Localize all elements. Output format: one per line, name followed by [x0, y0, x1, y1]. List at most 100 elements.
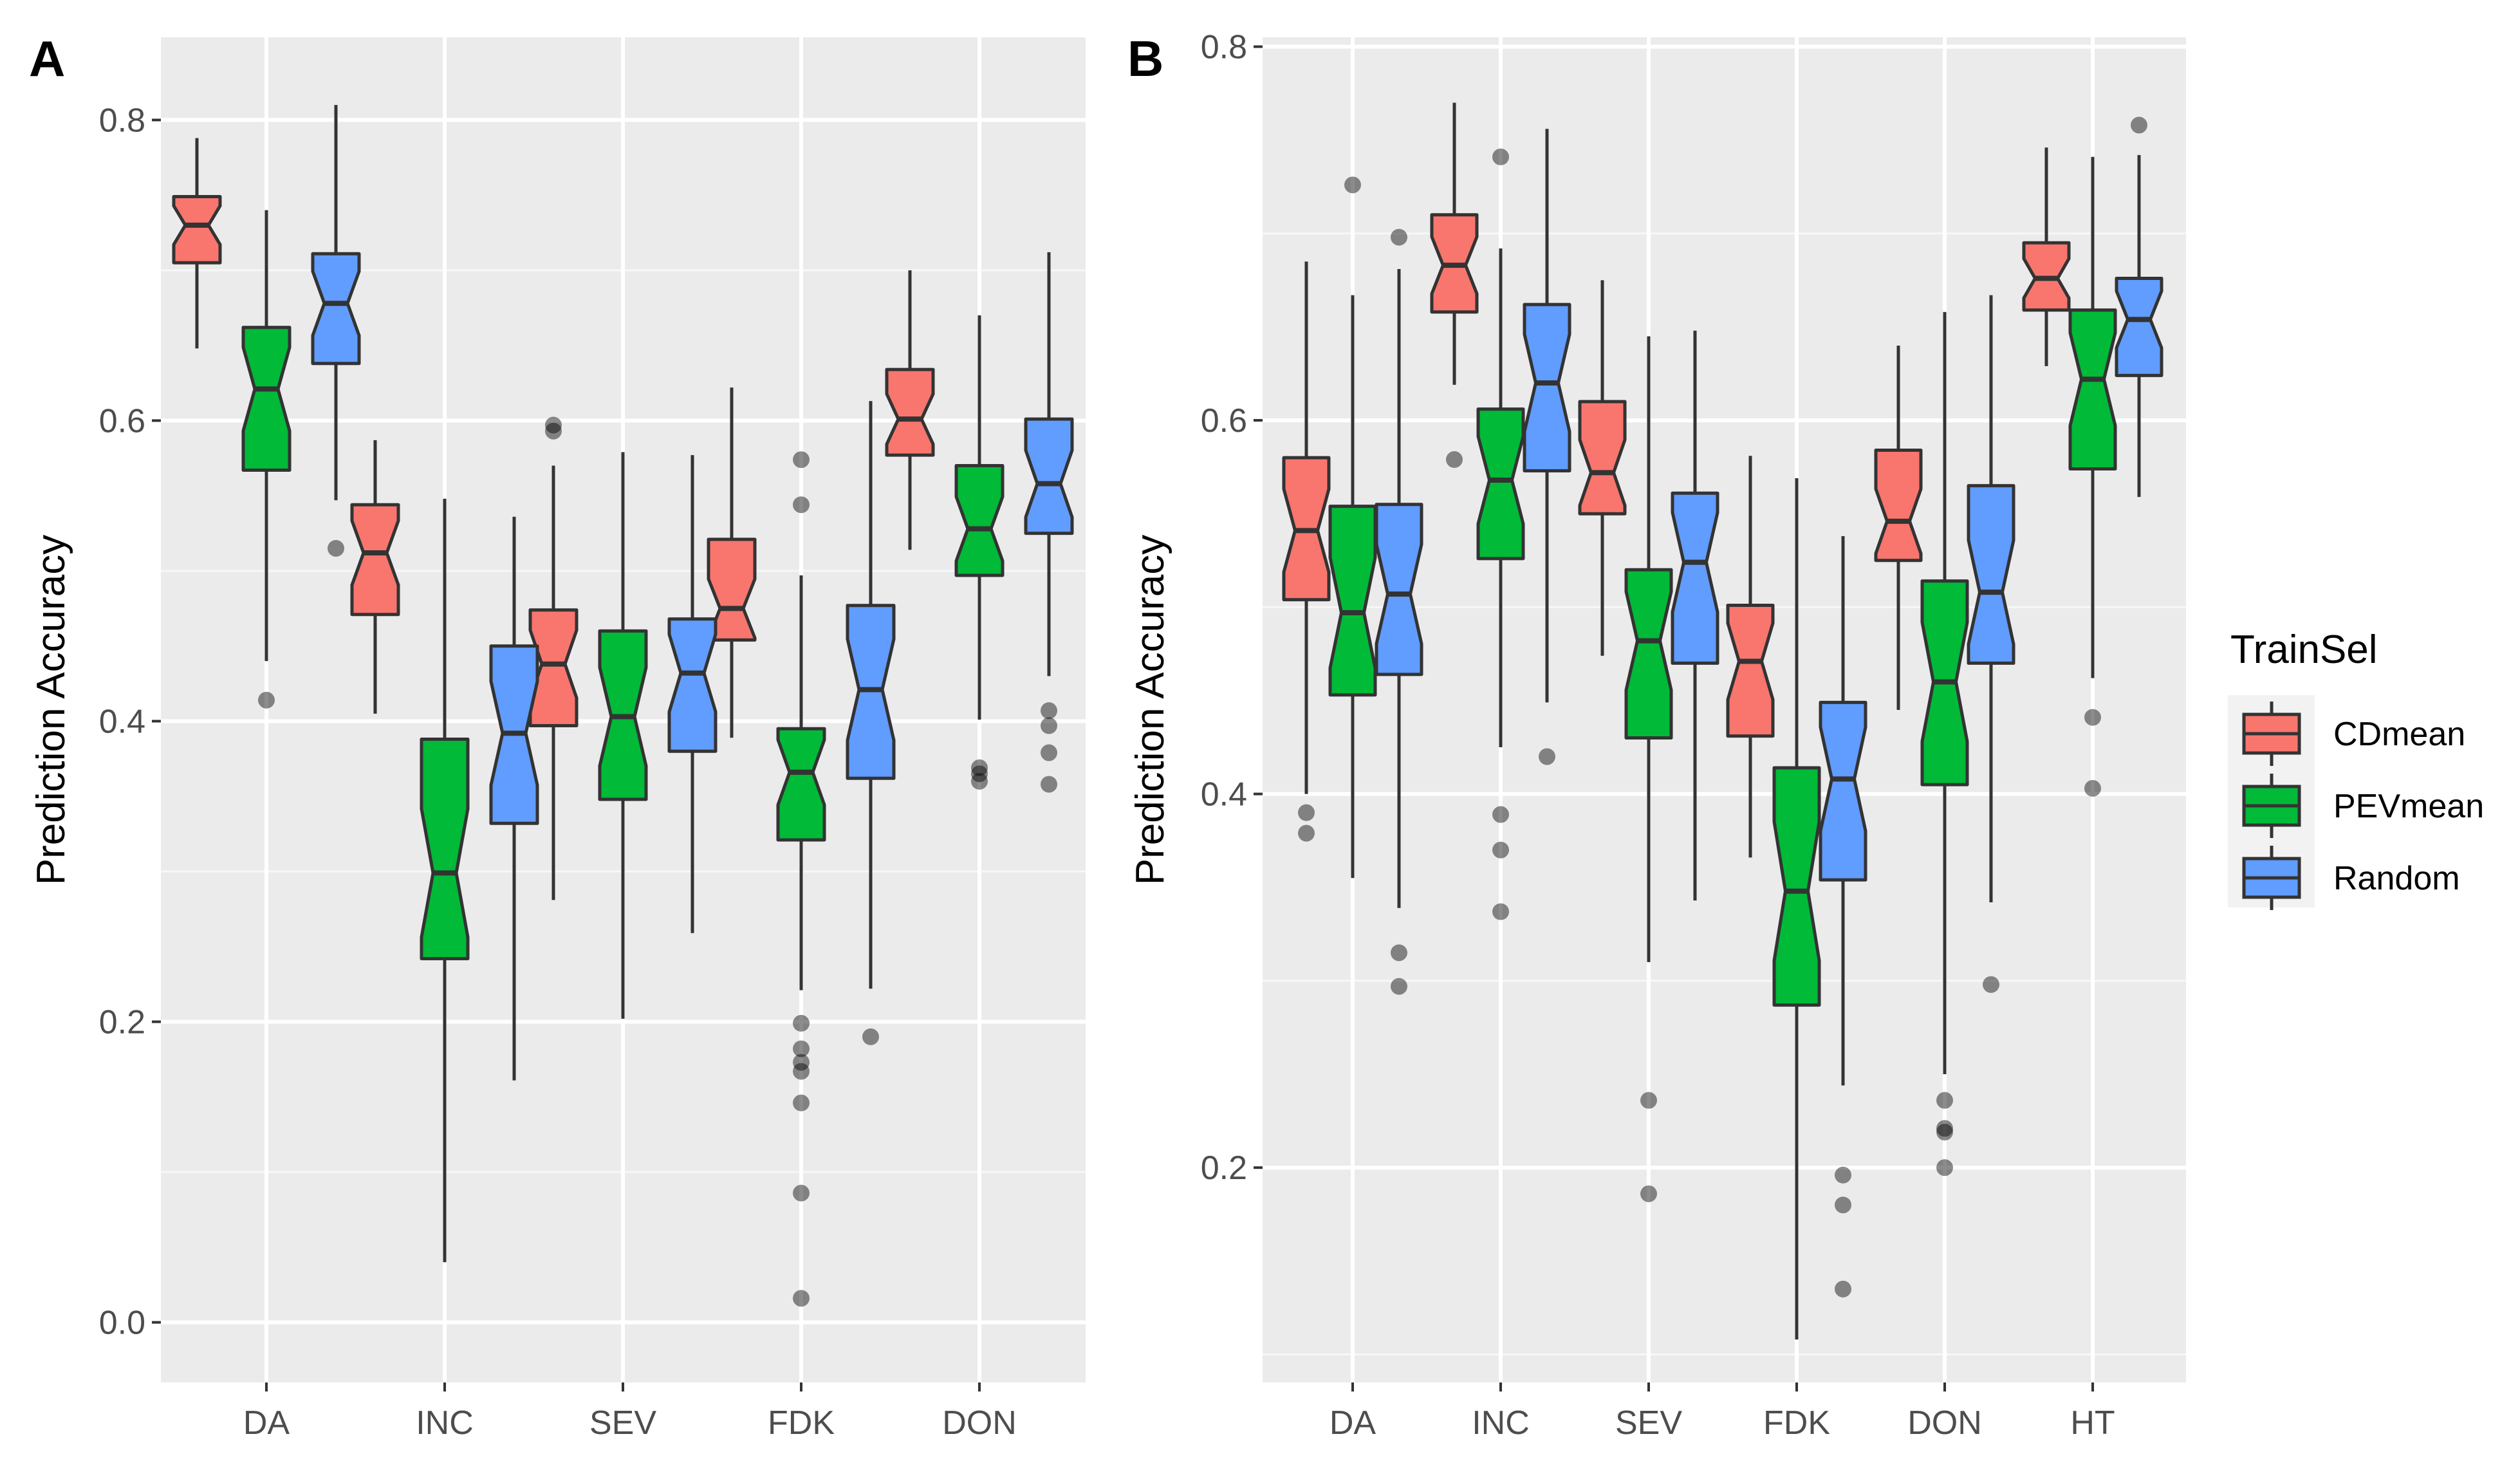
x-tick-label-da: DA: [1329, 1404, 1376, 1442]
x-tick-label-ht: HT: [2070, 1404, 2115, 1442]
outlier-point: [1041, 702, 1057, 720]
x-tick-label-inc: INC: [416, 1404, 474, 1442]
notched-box: [1726, 603, 1775, 738]
notched-box: [1523, 302, 1571, 472]
notched-box: [2068, 308, 2117, 471]
outlier-point: [545, 422, 562, 440]
x-axis-ticks-b: DA INC SEV FDK DON HT: [1329, 1382, 2115, 1442]
y-tick-label: 0.4: [1201, 776, 1247, 814]
notched-box: [2115, 276, 2163, 377]
box-random-don: [1024, 252, 1074, 793]
outlier-point: [793, 1014, 810, 1032]
x-tick-label-sev: SEV: [1615, 1404, 1682, 1442]
outlier-point: [1835, 1280, 1851, 1298]
y-tick-label: 0.4: [99, 703, 145, 741]
outlier-point: [793, 496, 810, 514]
notched-box: [1967, 484, 2015, 665]
box-random-inc: [489, 516, 539, 1081]
outlier-point: [2084, 709, 2101, 726]
outlier-point: [1298, 804, 1315, 821]
outlier-point: [1835, 1196, 1851, 1214]
outlier-point: [793, 1040, 810, 1057]
y-tick-label: 0.6: [99, 402, 145, 440]
y-tick-label: 0.8: [99, 102, 145, 139]
legend-item-random: Random: [2242, 846, 2460, 910]
notched-box: [707, 537, 757, 642]
y-tick-label: 0.2: [99, 1004, 145, 1041]
outlier-point: [1936, 1092, 1953, 1109]
x-tick-label-fdk: FDK: [1763, 1404, 1830, 1442]
y-axis-ticks-b: 0.2 0.4 0.6 0.8: [1201, 29, 1263, 1187]
box-cdmean-fdk: [707, 387, 757, 738]
box-pevmean-sev: [1624, 336, 1673, 1202]
outlier-point: [1391, 978, 1407, 995]
notched-box: [667, 617, 718, 753]
legend-item-pevmean: PEVmean: [2242, 774, 2484, 838]
box-random-sev: [1671, 330, 1719, 901]
outlier-point: [1835, 1166, 1851, 1184]
box-random-don: [1967, 295, 2015, 993]
boxes-a: [172, 105, 1074, 1307]
outlier-point: [793, 1094, 810, 1112]
box-random-sev: [667, 455, 718, 933]
outlier-point: [1391, 944, 1407, 962]
notched-box: [885, 368, 935, 457]
panel-b: 0.2 0.4 0.6 0.8 DA INC SEV FDK DON HT Prediction…: [1127, 29, 2186, 1442]
legend-label: Random: [2333, 860, 2460, 897]
notched-box: [1578, 400, 1627, 516]
notched-box: [172, 195, 222, 265]
box-pevmean-don: [1920, 312, 1969, 1177]
outlier-point: [545, 416, 562, 434]
outlier-point: [793, 451, 810, 469]
outlier-point: [1298, 824, 1315, 842]
x-tick-label-sev: SEV: [589, 1404, 656, 1442]
notched-box: [1476, 407, 1525, 561]
y-axis-title-a: Prediction Accuracy: [29, 535, 73, 885]
box-random-fdk: [846, 401, 896, 1045]
outlier-point: [1936, 1120, 1953, 1137]
outlier-point: [1041, 776, 1057, 793]
y-axis-ticks-a: 0.0 0.2 0.4 0.6 0.8: [99, 102, 161, 1342]
outlier-point: [1041, 744, 1057, 761]
notched-box: [776, 727, 826, 842]
notched-box: [1819, 700, 1867, 882]
outlier-point: [1640, 1185, 1657, 1202]
notched-box: [954, 464, 1005, 577]
notched-box: [311, 252, 361, 366]
x-tick-label-don: DON: [1907, 1404, 1982, 1442]
outlier-point: [971, 765, 988, 783]
box-cdmean-fdk: [1726, 456, 1775, 858]
box-pevmean-inc: [420, 498, 470, 1263]
boxes-b: [1282, 102, 2163, 1340]
outlier-point: [1391, 228, 1407, 246]
y-tick-label: 0.0: [99, 1305, 145, 1342]
panel-label-a: A: [29, 30, 65, 87]
box-cdmean-don: [885, 270, 935, 550]
box-pevmean-sev: [598, 452, 648, 1019]
outlier-point: [328, 539, 344, 557]
outlier-point: [1539, 748, 1555, 765]
box-pevmean-don: [954, 315, 1005, 790]
box-pevmean-ht: [2068, 156, 2117, 797]
notched-box: [1375, 503, 1423, 676]
box-cdmean-sev: [1578, 280, 1627, 656]
box-random-inc: [1523, 129, 1571, 765]
outlier-point: [2131, 116, 2147, 134]
panel-label-b: B: [1127, 30, 1163, 87]
box-cdmean-inc: [350, 440, 400, 714]
legend-label: CDmean: [2333, 716, 2465, 753]
notched-box: [241, 326, 292, 472]
outlier-point: [1492, 841, 1509, 859]
notched-box: [1772, 766, 1821, 1007]
outlier-point: [1446, 451, 1463, 469]
box-pevmean-inc: [1476, 148, 1525, 920]
legend-label: PEVmean: [2333, 788, 2484, 825]
y-tick-label: 0.8: [1201, 29, 1247, 66]
x-tick-label-inc: INC: [1472, 1404, 1530, 1442]
notched-box: [1024, 417, 1074, 535]
x-tick-label-don: DON: [942, 1404, 1017, 1442]
box-cdmean-inc: [1430, 102, 1479, 469]
outlier-point: [1983, 976, 1999, 993]
box-random-ht: [2115, 116, 2163, 498]
